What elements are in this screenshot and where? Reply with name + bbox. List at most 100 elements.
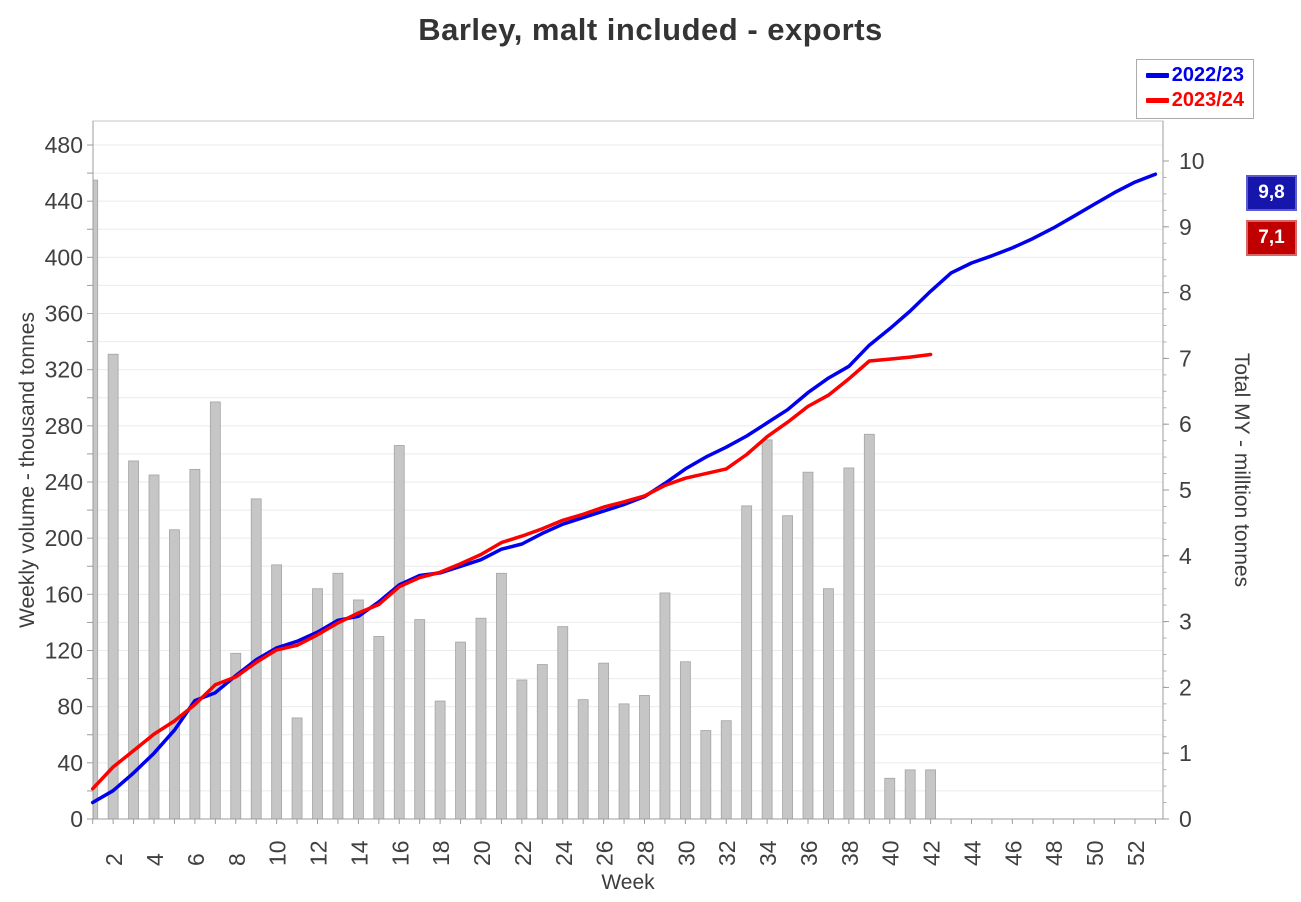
right-tick-label: 10 — [1179, 148, 1205, 174]
bar-week-11 — [291, 717, 303, 820]
line-2022-23 — [90, 172, 1158, 805]
bar-week-23 — [536, 664, 548, 820]
right-tick-label: 2 — [1179, 674, 1192, 700]
left-tick-label: 160 — [45, 581, 83, 607]
right-tick-label: 3 — [1179, 609, 1192, 635]
bar-week-30 — [679, 661, 691, 820]
x-tick-label: 28 — [632, 840, 658, 866]
left-tick-label: 440 — [45, 188, 83, 214]
x-tick-label: 46 — [1000, 840, 1026, 866]
x-tick-label: 48 — [1041, 840, 1067, 866]
chart-title: Barley, malt included - exports — [418, 12, 883, 47]
left-tick-label: 480 — [45, 132, 83, 158]
axes — [87, 121, 1169, 824]
left-tick-label: 240 — [45, 469, 83, 495]
weekly-volume-bars — [92, 179, 937, 820]
bar-week-6 — [189, 468, 201, 820]
bar-week-22 — [516, 679, 528, 820]
x-tick-label: 18 — [428, 840, 454, 866]
bar-week-28 — [639, 695, 650, 820]
legend-swatch-2023-24-icon — [1145, 98, 1169, 103]
legend-label-2023-24: 2023/24 — [1171, 89, 1244, 111]
x-tick-label: 24 — [551, 840, 577, 866]
line-2023-24 — [90, 352, 933, 791]
bar-week-4 — [148, 474, 160, 820]
x-tick-label: 36 — [796, 840, 822, 866]
bar-week-2 — [107, 353, 119, 820]
bar-week-10 — [271, 564, 283, 820]
bar-week-13 — [332, 572, 344, 820]
bar-week-3 — [128, 460, 139, 820]
bar-week-37 — [823, 588, 834, 820]
left-tick-label: 400 — [45, 244, 83, 270]
x-tick-label: 50 — [1082, 840, 1108, 866]
legend-item-2023-24[interactable]: 2023/24 — [1145, 89, 1244, 112]
bar-week-31 — [700, 730, 712, 820]
x-tick-label: 40 — [878, 840, 904, 866]
left-tick-label: 0 — [70, 806, 83, 832]
x-tick-label: 12 — [306, 840, 332, 866]
bar-week-39 — [863, 433, 875, 820]
x-tick-label: 8 — [224, 853, 250, 866]
bar-week-14 — [352, 599, 364, 820]
x-tick-label: 34 — [755, 840, 781, 866]
bar-week-12 — [312, 588, 323, 820]
right-tick-label: 0 — [1179, 806, 1192, 832]
x-tick-label: 20 — [469, 840, 495, 866]
right-tick-label: 7 — [1179, 345, 1192, 371]
x-tick-label: 38 — [837, 840, 863, 866]
bar-week-21 — [496, 572, 507, 820]
x-tick-label: 22 — [510, 840, 536, 866]
bar-week-27 — [618, 703, 630, 820]
bar-week-41 — [904, 769, 916, 820]
bar-week-26 — [598, 662, 610, 820]
legend-item-2022-23[interactable]: 2022/23 — [1145, 64, 1244, 87]
x-tick-label: 6 — [183, 853, 209, 866]
bar-week-5 — [169, 529, 180, 820]
bar-week-16 — [393, 445, 405, 820]
right-tick-label: 6 — [1179, 411, 1192, 437]
x-tick-label: 10 — [265, 840, 291, 866]
left-tick-label: 80 — [57, 694, 83, 720]
right-axis-title: Total MY - milltion tonnes — [1230, 352, 1253, 588]
left-tick-label: 360 — [45, 301, 83, 327]
right-tick-label: 9 — [1179, 214, 1192, 240]
bar-week-38 — [843, 467, 855, 820]
x-tick-label: 52 — [1123, 840, 1149, 866]
right-tick-label: 8 — [1179, 280, 1192, 306]
total-badge-2022-23: 9,8 — [1246, 175, 1297, 211]
x-tick-label: 44 — [959, 840, 985, 866]
bar-week-35 — [782, 515, 793, 820]
bar-week-29 — [659, 592, 671, 820]
left-axis-title: Weekly volume - thousand tonnes — [16, 312, 39, 628]
legend-swatch-2022-23-icon — [1145, 73, 1169, 78]
bar-week-17 — [414, 619, 426, 820]
x-tick-label: 4 — [142, 853, 168, 866]
x-tick-label: 16 — [387, 840, 413, 866]
bar-week-33 — [741, 505, 753, 820]
legend-label-2022-23: 2022/23 — [1171, 64, 1244, 86]
bar-week-32 — [720, 720, 732, 820]
bar-week-18 — [434, 700, 446, 820]
bar-week-20 — [475, 617, 487, 820]
bar-week-36 — [802, 471, 814, 820]
legend: 2022/23 2023/24 — [1135, 59, 1254, 119]
right-tick-label: 4 — [1179, 543, 1192, 569]
right-tick-label: 5 — [1179, 477, 1192, 503]
x-axis-title: Week — [601, 871, 655, 894]
bar-week-25 — [577, 699, 589, 820]
bar-week-15 — [373, 636, 385, 820]
left-tick-label: 40 — [57, 750, 83, 776]
left-tick-label: 200 — [45, 525, 83, 551]
bar-week-42 — [925, 769, 937, 820]
x-tick-label: 2 — [101, 853, 127, 866]
x-tick-label: 42 — [919, 840, 945, 866]
left-tick-label: 320 — [45, 357, 83, 383]
x-tick-label: 32 — [714, 840, 740, 866]
bar-week-40 — [884, 777, 896, 820]
left-tick-label: 120 — [45, 638, 83, 664]
right-tick-label: 1 — [1179, 740, 1192, 766]
tick-labels: 2 4 6 8 10 12 14 16 18 20 22 24 26 28 30 32 34 36 38 40 42 44… — [45, 132, 1205, 866]
